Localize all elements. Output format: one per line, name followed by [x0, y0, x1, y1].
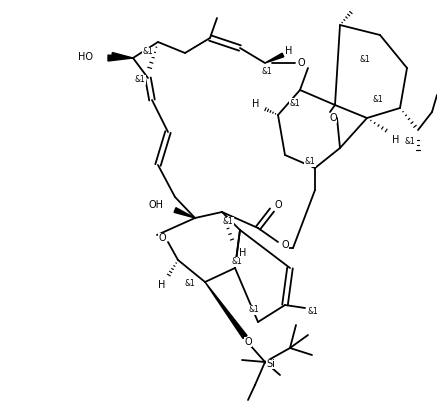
Text: &1: &1	[305, 158, 316, 166]
Text: OH: OH	[148, 200, 163, 210]
Text: O: O	[281, 240, 289, 250]
Text: H: H	[392, 135, 400, 145]
Text: O: O	[274, 200, 282, 210]
Text: &1: &1	[308, 307, 319, 317]
Text: O: O	[244, 337, 252, 347]
Text: H: H	[158, 280, 166, 290]
Text: &1: &1	[405, 137, 416, 147]
Text: H: H	[285, 46, 293, 56]
Text: &1: &1	[249, 305, 260, 315]
Polygon shape	[205, 282, 247, 339]
Text: &1: &1	[232, 257, 243, 267]
Text: &1: &1	[360, 55, 371, 65]
Polygon shape	[265, 53, 284, 63]
Text: O: O	[158, 233, 166, 243]
Text: &1: &1	[135, 76, 146, 84]
Text: O: O	[329, 113, 337, 123]
Polygon shape	[111, 52, 133, 58]
Text: H: H	[252, 99, 260, 109]
Polygon shape	[108, 55, 133, 61]
Text: &1: &1	[142, 47, 153, 57]
Text: O: O	[297, 58, 305, 68]
Text: H: H	[239, 248, 247, 258]
Text: &1: &1	[262, 68, 272, 76]
Text: &1: &1	[373, 95, 383, 105]
Text: &1: &1	[290, 99, 300, 108]
Text: Si: Si	[267, 359, 275, 369]
Text: &1: &1	[184, 279, 195, 289]
Text: &1: &1	[222, 218, 233, 226]
Text: HO: HO	[78, 52, 93, 62]
Polygon shape	[174, 207, 195, 218]
